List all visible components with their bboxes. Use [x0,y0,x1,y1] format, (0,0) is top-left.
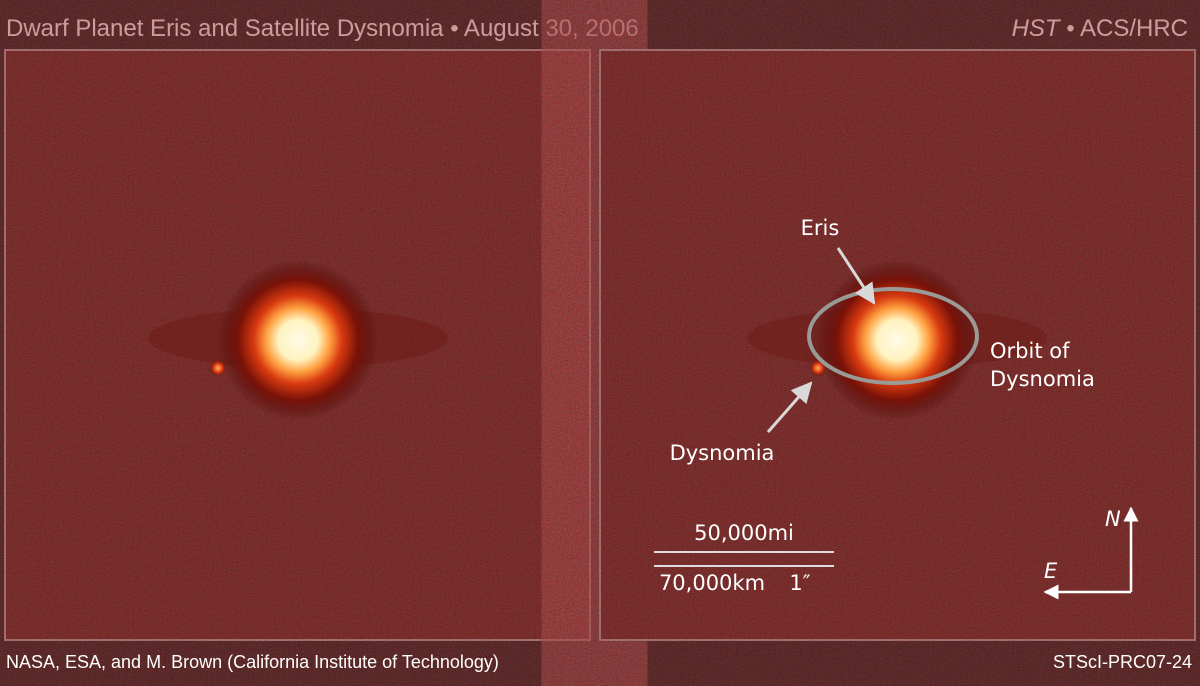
credit: NASA, ESA, and M. Brown (California Inst… [6,652,499,672]
camera: • ACS/HRC [1066,15,1188,42]
scale-miles: 50,000mi [694,521,794,545]
dysnomia-label: Dysnomia [670,441,775,465]
orbit-label: Orbit of [990,339,1070,363]
eris-label: Eris [801,216,840,240]
north-label: N [1105,507,1121,531]
scale-arcsec: 1″ [789,571,810,595]
instrument: HST • ACS/HRC [1012,15,1188,42]
scale-km: 70,000km [659,571,765,595]
orbit [807,287,979,385]
orbit-label: Dysnomia [990,367,1095,391]
eris-arrow [836,247,876,305]
left-panel [4,49,591,641]
title: Dwarf Planet Eris and Satellite Dysnomia… [6,15,639,42]
right-panel: Eris Orbit of Dysnomia Dysnomia 50,000mi… [599,49,1196,641]
telescope: HST [1012,15,1062,42]
release-id: STScI-PRC07-24 [1053,652,1192,672]
dysnomia-arrow [766,381,813,433]
east-label: E [1044,559,1058,583]
